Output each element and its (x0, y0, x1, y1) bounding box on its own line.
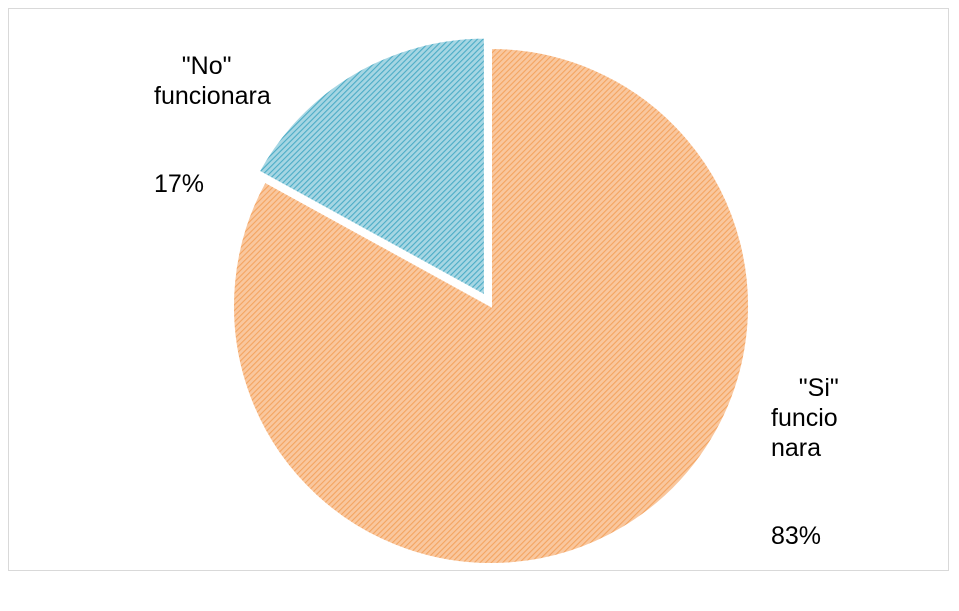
slice-label-si-value: 83% (771, 522, 822, 550)
pie-slices (232, 36, 750, 565)
pie-slice-no (257, 36, 486, 298)
pie-chart (232, 36, 750, 565)
slice-label-si: "Si" funcionara 83% (771, 343, 849, 611)
slice-label-si-name: "Si" funcionara (771, 374, 846, 462)
chart-frame: "No" funcionara 17% "Si" funcionara 83% (8, 8, 949, 571)
slice-label-no-name: "No" funcionara (154, 52, 271, 110)
slice-label-no-value: 17% (154, 170, 205, 198)
slice-label-no: "No" funcionara 17% (154, 21, 294, 259)
pie-slice-si (232, 46, 750, 565)
